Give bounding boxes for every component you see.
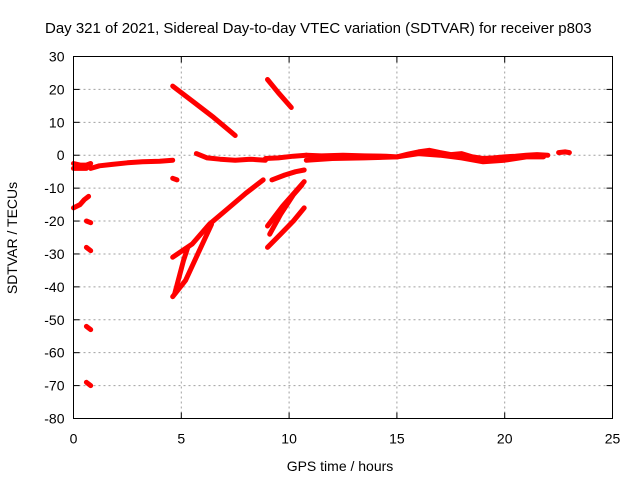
data-track-7 [83,379,94,389]
x-axis-label: GPS time / hours [287,458,394,474]
y-tick-label-1: -70 [44,378,64,394]
y-tick-label-10: 20 [49,81,65,97]
data-track-0 [71,161,94,168]
y-tick-label-9: 10 [49,114,65,130]
y-tick-label-3: -50 [44,312,64,328]
y-tick-label-6: -20 [44,213,64,229]
chart-title: Day 321 of 2021, Sidereal Day-to-day VTE… [45,20,592,37]
data-track-14 [172,244,191,296]
x-tick-label-0: 0 [70,431,78,447]
y-tick-label-8: 0 [57,147,65,163]
data-track-21 [303,151,546,165]
x-tick-label-3: 15 [389,431,405,447]
x-tick-label-1: 5 [177,431,185,447]
x-tick-labels: 0 5 10 15 20 25 [70,431,621,447]
y-tick-label-11: 30 [49,49,65,65]
data-track-4 [83,218,94,226]
y-tick-label-7: -10 [44,180,64,196]
data-track-18 [267,182,305,237]
data-tracks [71,77,572,389]
gridlines [73,56,613,419]
data-track-15 [262,152,309,161]
data-track-22 [556,149,572,156]
data-track-5 [83,244,94,254]
data-track-11 [193,151,268,163]
y-tick-label-0: -80 [44,411,64,427]
data-track-19 [269,167,307,183]
plot-frame [73,56,613,419]
y-tick-label-5: -30 [44,246,64,262]
data-track-2 [88,157,176,171]
axis-ticks [73,56,613,419]
data-track-6 [83,323,94,333]
x-tick-label-4: 20 [497,431,513,447]
data-track-9 [170,83,238,138]
data-track-16 [265,205,307,250]
y-tick-label-2: -60 [44,345,64,361]
y-axis-label: SDTVAR / TECUs [4,182,20,294]
data-track-8 [170,175,180,183]
y-tick-labels: -80 -70 -60 -50 -40 -30 -20 -10 0 10 20 30 [44,49,64,427]
data-track-3 [71,193,92,211]
x-tick-label-5: 25 [605,431,621,447]
x-tick-label-2: 10 [281,431,297,447]
y-tick-label-4: -40 [44,279,64,295]
data-track-10 [265,77,294,110]
